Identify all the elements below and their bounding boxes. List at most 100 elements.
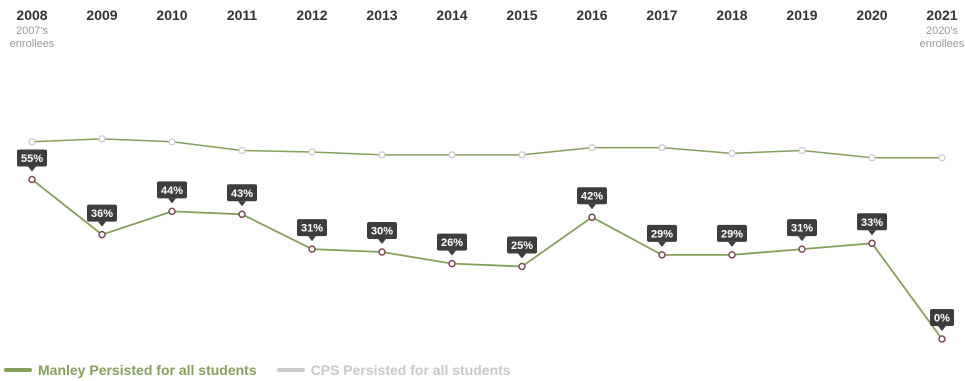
manley-data-label: 31%: [787, 219, 817, 242]
manley-data-label: 25%: [507, 236, 537, 259]
data-label-box: [930, 309, 954, 326]
data-label-pointer: [588, 204, 596, 210]
cps-point[interactable]: [448, 151, 456, 159]
data-label-box: [17, 149, 47, 167]
cps-line: [31, 138, 942, 159]
manley-data-label: 36%: [87, 204, 117, 227]
data-label-text: 31%: [301, 223, 323, 235]
data-label-box: [227, 184, 257, 202]
manley-point[interactable]: [238, 210, 246, 219]
manley-data-label: 31%: [297, 219, 327, 242]
manley-point[interactable]: [868, 239, 876, 248]
manley-data-label: 42%: [577, 187, 607, 210]
cps-point[interactable]: [238, 146, 246, 155]
x-tick-label: 2013: [366, 7, 397, 23]
data-label-box: [157, 181, 187, 199]
manley-point[interactable]: [798, 245, 806, 253]
data-label-pointer: [448, 250, 456, 256]
legend-swatch-cps: [276, 368, 305, 372]
cps-point[interactable]: [938, 154, 946, 162]
data-label-text: 25%: [511, 240, 533, 252]
x-axis-labels: 2008 2009 2010 2011 2012 2013 2014 2015 2016 2017…: [10, 7, 965, 50]
data-label-pointer: [798, 236, 806, 242]
data-label-text: 44%: [161, 185, 183, 197]
data-label-pointer: [168, 198, 176, 204]
legend-label-manley: Manley Persisted for all students: [38, 362, 257, 378]
x-tick-annotation: enrollees: [920, 38, 965, 50]
data-label-text: 29%: [651, 228, 673, 240]
x-tick-label: 2020: [856, 7, 887, 23]
manley-line: [31, 178, 943, 340]
cps-point[interactable]: [378, 151, 386, 159]
manley-point[interactable]: [168, 207, 176, 216]
manley-data-label: 30%: [367, 222, 397, 244]
x-tick-annotation: 2020's: [926, 25, 959, 37]
data-label-box: [437, 233, 467, 251]
manley-point[interactable]: [98, 230, 106, 239]
legend-item-manley[interactable]: Manley Persisted for all students: [4, 362, 257, 378]
data-label-text: 0%: [934, 313, 950, 325]
manley-point[interactable]: [518, 262, 526, 271]
manley-point[interactable]: [658, 251, 666, 259]
x-tick-label: 2008: [16, 7, 47, 23]
x-tick-annotation: 2007's: [16, 25, 49, 37]
manley-point[interactable]: [378, 248, 386, 256]
data-label-box: [367, 222, 397, 239]
data-label-text: 31%: [791, 223, 813, 235]
cps-point[interactable]: [308, 148, 316, 156]
x-tick-label: 2018: [716, 7, 747, 23]
data-label-text: 26%: [441, 237, 463, 249]
data-label-pointer: [938, 326, 946, 331]
legend: Manley Persisted for all students CPS Pe…: [4, 362, 531, 378]
manley-data-label: 43%: [227, 184, 257, 207]
x-tick-annotation: enrollees: [10, 38, 55, 50]
manley-point[interactable]: [938, 335, 946, 343]
manley-data-label: 29%: [717, 224, 747, 247]
cps-point[interactable]: [588, 144, 596, 152]
data-label-text: 42%: [581, 191, 603, 203]
manley-point[interactable]: [28, 175, 36, 184]
cps-point[interactable]: [168, 138, 176, 146]
data-label-text: 36%: [91, 208, 113, 220]
manley-data-label: 0%: [930, 309, 954, 331]
cps-point[interactable]: [518, 151, 526, 159]
cps-point[interactable]: [728, 149, 736, 157]
data-label-box: [857, 213, 887, 231]
manley-data-labels: 55% 36% 44% 43% 31% 30% 26% 25% 42% 29% 29% 31% 33% 0…: [17, 149, 954, 331]
cps-point[interactable]: [798, 146, 806, 155]
data-label-pointer: [518, 253, 526, 259]
cps-point[interactable]: [868, 154, 876, 162]
cps-point[interactable]: [658, 144, 666, 152]
x-tick-label: 2011: [227, 7, 258, 23]
manley-point[interactable]: [588, 213, 596, 221]
cps-point[interactable]: [98, 135, 106, 143]
data-label-pointer: [658, 241, 666, 247]
data-label-box: [647, 224, 677, 242]
legend-item-cps[interactable]: CPS Persisted for all students: [276, 362, 511, 378]
manley-data-label: 44%: [157, 181, 187, 204]
manley-data-label: 26%: [437, 233, 467, 256]
data-label-box: [87, 204, 117, 222]
manley-point[interactable]: [448, 259, 456, 268]
cps-series: [28, 135, 946, 162]
data-label-pointer: [728, 241, 736, 247]
data-label-pointer: [28, 166, 36, 172]
x-tick-label: 2012: [296, 7, 327, 23]
manley-point[interactable]: [308, 245, 316, 253]
x-tick-label: 2015: [506, 7, 537, 23]
data-label-pointer: [868, 230, 876, 236]
manley-series: [28, 175, 946, 343]
legend-swatch-manley: [4, 368, 32, 372]
data-label-text: 29%: [721, 228, 743, 240]
manley-data-label: 29%: [647, 224, 677, 247]
data-label-pointer: [308, 236, 316, 242]
manley-point[interactable]: [728, 251, 736, 259]
cps-point[interactable]: [28, 138, 36, 146]
x-tick-label: 2014: [436, 7, 467, 23]
data-label-text: 33%: [861, 217, 883, 229]
legend-label-cps: CPS Persisted for all students: [310, 362, 511, 378]
x-tick-label: 2010: [156, 7, 187, 23]
manley-data-label: 55%: [17, 149, 47, 172]
data-label-box: [297, 219, 327, 237]
